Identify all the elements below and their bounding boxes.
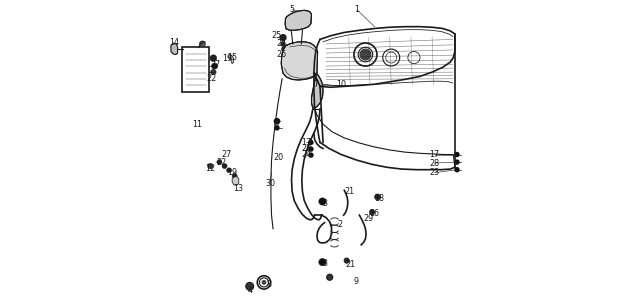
Circle shape <box>275 125 280 131</box>
Text: 17: 17 <box>429 150 440 159</box>
Text: 3: 3 <box>322 259 327 268</box>
Text: 7: 7 <box>314 80 319 89</box>
Circle shape <box>454 159 460 165</box>
Text: 27: 27 <box>276 38 286 48</box>
Circle shape <box>326 274 333 280</box>
Text: 24: 24 <box>301 150 312 159</box>
Circle shape <box>319 198 326 205</box>
Circle shape <box>344 258 349 263</box>
Circle shape <box>308 152 314 158</box>
Circle shape <box>319 258 326 266</box>
Text: 3: 3 <box>322 198 327 208</box>
Text: 22: 22 <box>216 158 227 167</box>
Circle shape <box>210 55 217 62</box>
Text: 21: 21 <box>344 187 355 196</box>
Text: 10: 10 <box>336 80 346 89</box>
Polygon shape <box>232 176 239 185</box>
Text: 12: 12 <box>205 164 216 173</box>
Text: 18: 18 <box>374 194 384 203</box>
Polygon shape <box>171 43 177 55</box>
Text: 2: 2 <box>337 220 342 229</box>
Text: 19: 19 <box>223 54 233 63</box>
Polygon shape <box>228 55 234 64</box>
Text: 6: 6 <box>274 120 279 129</box>
Text: 1: 1 <box>355 5 360 14</box>
Text: 22: 22 <box>207 74 217 83</box>
Text: 13: 13 <box>233 184 243 193</box>
Text: 11: 11 <box>192 120 202 129</box>
Text: 28: 28 <box>301 144 312 153</box>
Circle shape <box>308 140 314 145</box>
Circle shape <box>232 173 237 178</box>
Text: 27: 27 <box>221 150 231 159</box>
Polygon shape <box>281 42 317 80</box>
Circle shape <box>280 41 286 47</box>
Text: 26: 26 <box>276 50 286 59</box>
Text: 29: 29 <box>364 214 374 223</box>
Circle shape <box>369 209 375 215</box>
Text: 15: 15 <box>227 53 237 62</box>
Text: 28: 28 <box>429 158 440 168</box>
Polygon shape <box>285 10 312 30</box>
Text: 20: 20 <box>273 153 284 162</box>
Text: 14: 14 <box>169 38 179 47</box>
Text: 19: 19 <box>227 168 237 177</box>
Circle shape <box>281 46 287 52</box>
Circle shape <box>280 34 287 41</box>
Text: 27: 27 <box>211 60 221 69</box>
Circle shape <box>274 118 280 125</box>
Text: 30: 30 <box>265 179 275 188</box>
Text: 9: 9 <box>354 277 359 286</box>
Circle shape <box>246 282 253 290</box>
Circle shape <box>374 194 381 200</box>
Polygon shape <box>312 73 323 108</box>
Circle shape <box>454 167 460 172</box>
Text: 21: 21 <box>345 260 355 269</box>
Circle shape <box>199 41 205 47</box>
Circle shape <box>217 160 222 165</box>
Circle shape <box>211 69 216 75</box>
Text: 8: 8 <box>267 280 271 289</box>
Circle shape <box>207 163 213 169</box>
Circle shape <box>308 146 314 152</box>
Circle shape <box>454 152 460 157</box>
Circle shape <box>227 168 232 173</box>
Text: 23: 23 <box>429 168 440 177</box>
Text: 5: 5 <box>289 5 294 14</box>
Circle shape <box>262 280 266 285</box>
Text: 17: 17 <box>301 138 312 147</box>
Circle shape <box>212 63 218 69</box>
Text: 25: 25 <box>271 31 281 40</box>
Text: 4: 4 <box>247 286 252 295</box>
Circle shape <box>222 164 227 168</box>
Text: 16: 16 <box>369 209 380 218</box>
Circle shape <box>360 48 371 61</box>
